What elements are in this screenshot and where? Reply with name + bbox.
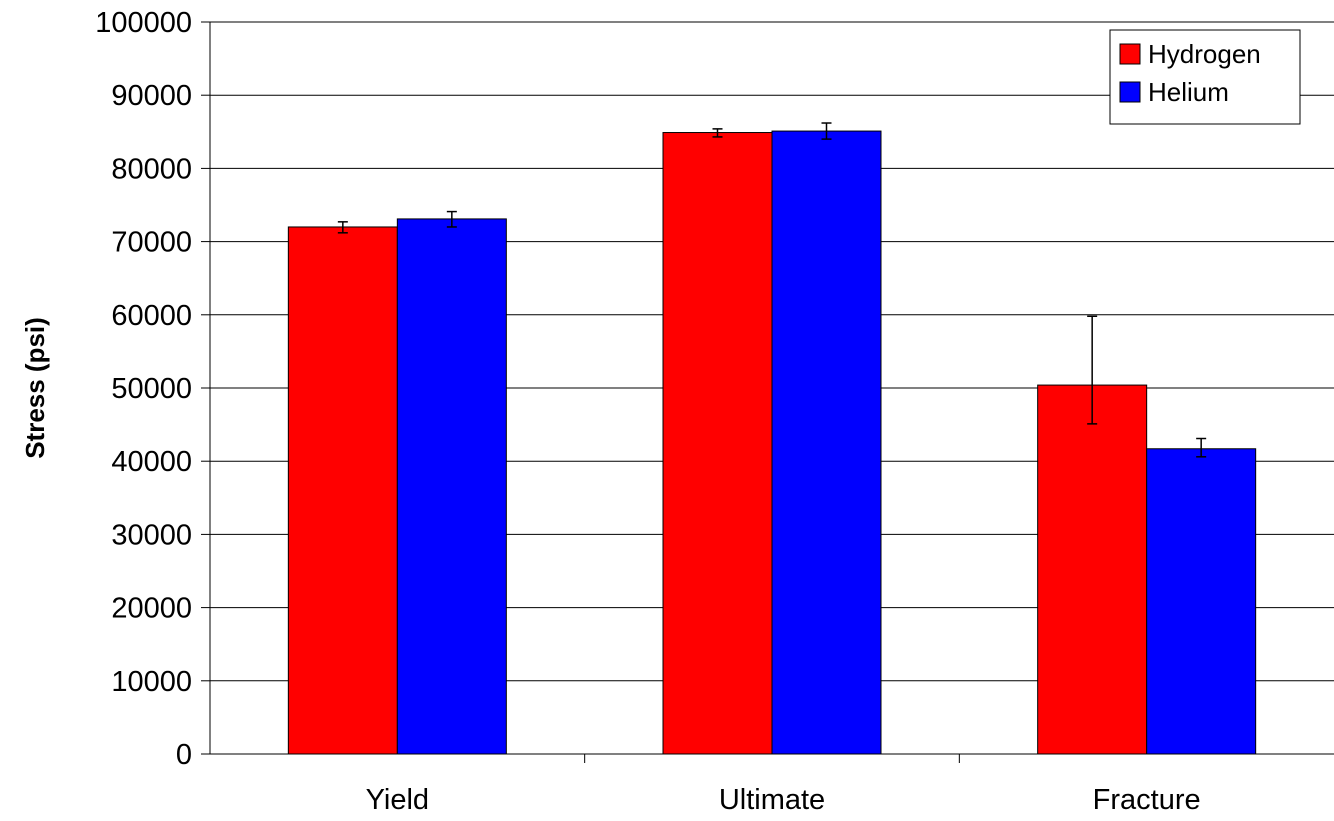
- legend-swatch-helium: [1119, 81, 1141, 103]
- y-tick-label: 50000: [111, 373, 192, 405]
- bar-helium-fracture: [1146, 448, 1257, 755]
- x-tick-label: Fracture: [1093, 784, 1201, 816]
- y-tick-label: 0: [176, 739, 192, 771]
- y-tick-label: 10000: [111, 666, 192, 698]
- x-tick-labels: Yield Ultimate Fracture: [366, 784, 1201, 816]
- y-tick-label: 90000: [111, 80, 192, 112]
- bar-hydrogen-ultimate: [662, 132, 773, 755]
- legend-box: [1109, 29, 1301, 125]
- error-bar-hydrogen-ultimate: [712, 128, 723, 138]
- bar-hydrogen-fracture: [1037, 384, 1148, 755]
- y-tick-label: 40000: [111, 446, 192, 478]
- y-tick-label: 30000: [111, 519, 192, 551]
- legend: Hydrogen Helium: [1109, 29, 1301, 125]
- bar-hydrogen-yield: [287, 226, 398, 755]
- y-tick-label: 70000: [111, 227, 192, 259]
- y-tick-label: 80000: [111, 153, 192, 185]
- legend-label-hydrogen: Hydrogen: [1148, 39, 1261, 69]
- bar-helium-yield: [396, 218, 507, 755]
- x-tick-label: Ultimate: [719, 784, 825, 816]
- error-bar-helium-ultimate: [821, 122, 832, 140]
- y-tick-labels: 0 10000 20000 30000 40000 50000 60000 70000 8000…: [95, 7, 192, 771]
- y-tick-label: 20000: [111, 593, 192, 625]
- legend-swatch-hydrogen: [1119, 43, 1141, 65]
- bars-group: [287, 130, 1257, 755]
- axes: [201, 21, 1334, 763]
- error-bars-group: [337, 122, 1207, 458]
- bar-helium-ultimate: [771, 130, 882, 755]
- y-tick-label: 60000: [111, 300, 192, 332]
- y-axis-title: Stress (psi): [20, 317, 50, 459]
- error-bar-hydrogen-yield: [337, 221, 348, 234]
- error-bar-helium-fracture: [1196, 437, 1207, 458]
- error-bar-helium-yield: [446, 210, 457, 228]
- legend-label-helium: Helium: [1148, 77, 1229, 107]
- error-bar-hydrogen-fracture: [1087, 315, 1098, 425]
- y-tick-label: 100000: [95, 7, 192, 39]
- x-tick-label: Yield: [366, 784, 429, 816]
